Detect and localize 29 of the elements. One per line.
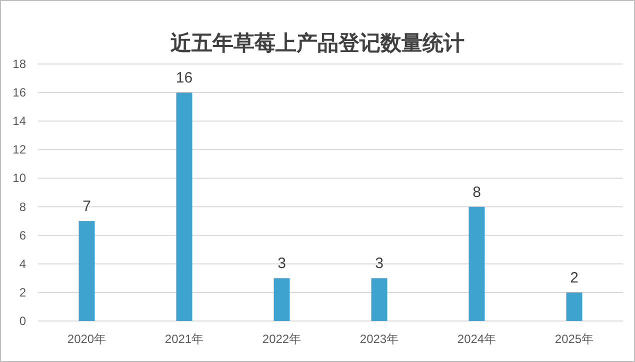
y-tick-label: 0 [19, 314, 26, 328]
chart-title: 近五年草莓上产品登记数量统计 [170, 31, 464, 55]
data-label: 3 [375, 255, 384, 272]
y-tick-label: 4 [19, 256, 26, 271]
y-tick-label: 6 [19, 228, 26, 242]
x-tick-label: 2020年 [67, 332, 106, 346]
bar [78, 221, 95, 321]
bar [176, 92, 192, 321]
x-tick-label: 2025年 [554, 332, 594, 346]
data-label: 7 [82, 198, 91, 216]
x-tick-label: 2024年 [457, 332, 496, 346]
bar [468, 206, 485, 321]
bar [274, 278, 290, 321]
bar [371, 278, 388, 321]
x-tick-label: 2022年 [262, 332, 302, 346]
y-tick-label: 12 [12, 142, 26, 157]
x-tick-label: 2023年 [360, 332, 399, 346]
y-tick-label: 2 [19, 285, 26, 300]
data-label: 2 [570, 269, 578, 286]
y-tick-label: 8 [19, 200, 26, 214]
data-label: 3 [278, 255, 286, 272]
y-tick-label: 14 [12, 114, 26, 128]
bar [566, 292, 582, 321]
data-label: 16 [176, 70, 193, 87]
y-tick-label: 16 [12, 86, 26, 100]
y-tick-label: 10 [12, 171, 26, 186]
y-tick-label: 18 [12, 57, 26, 71]
x-tick-label: 2021年 [164, 332, 204, 346]
data-label: 8 [472, 184, 481, 201]
